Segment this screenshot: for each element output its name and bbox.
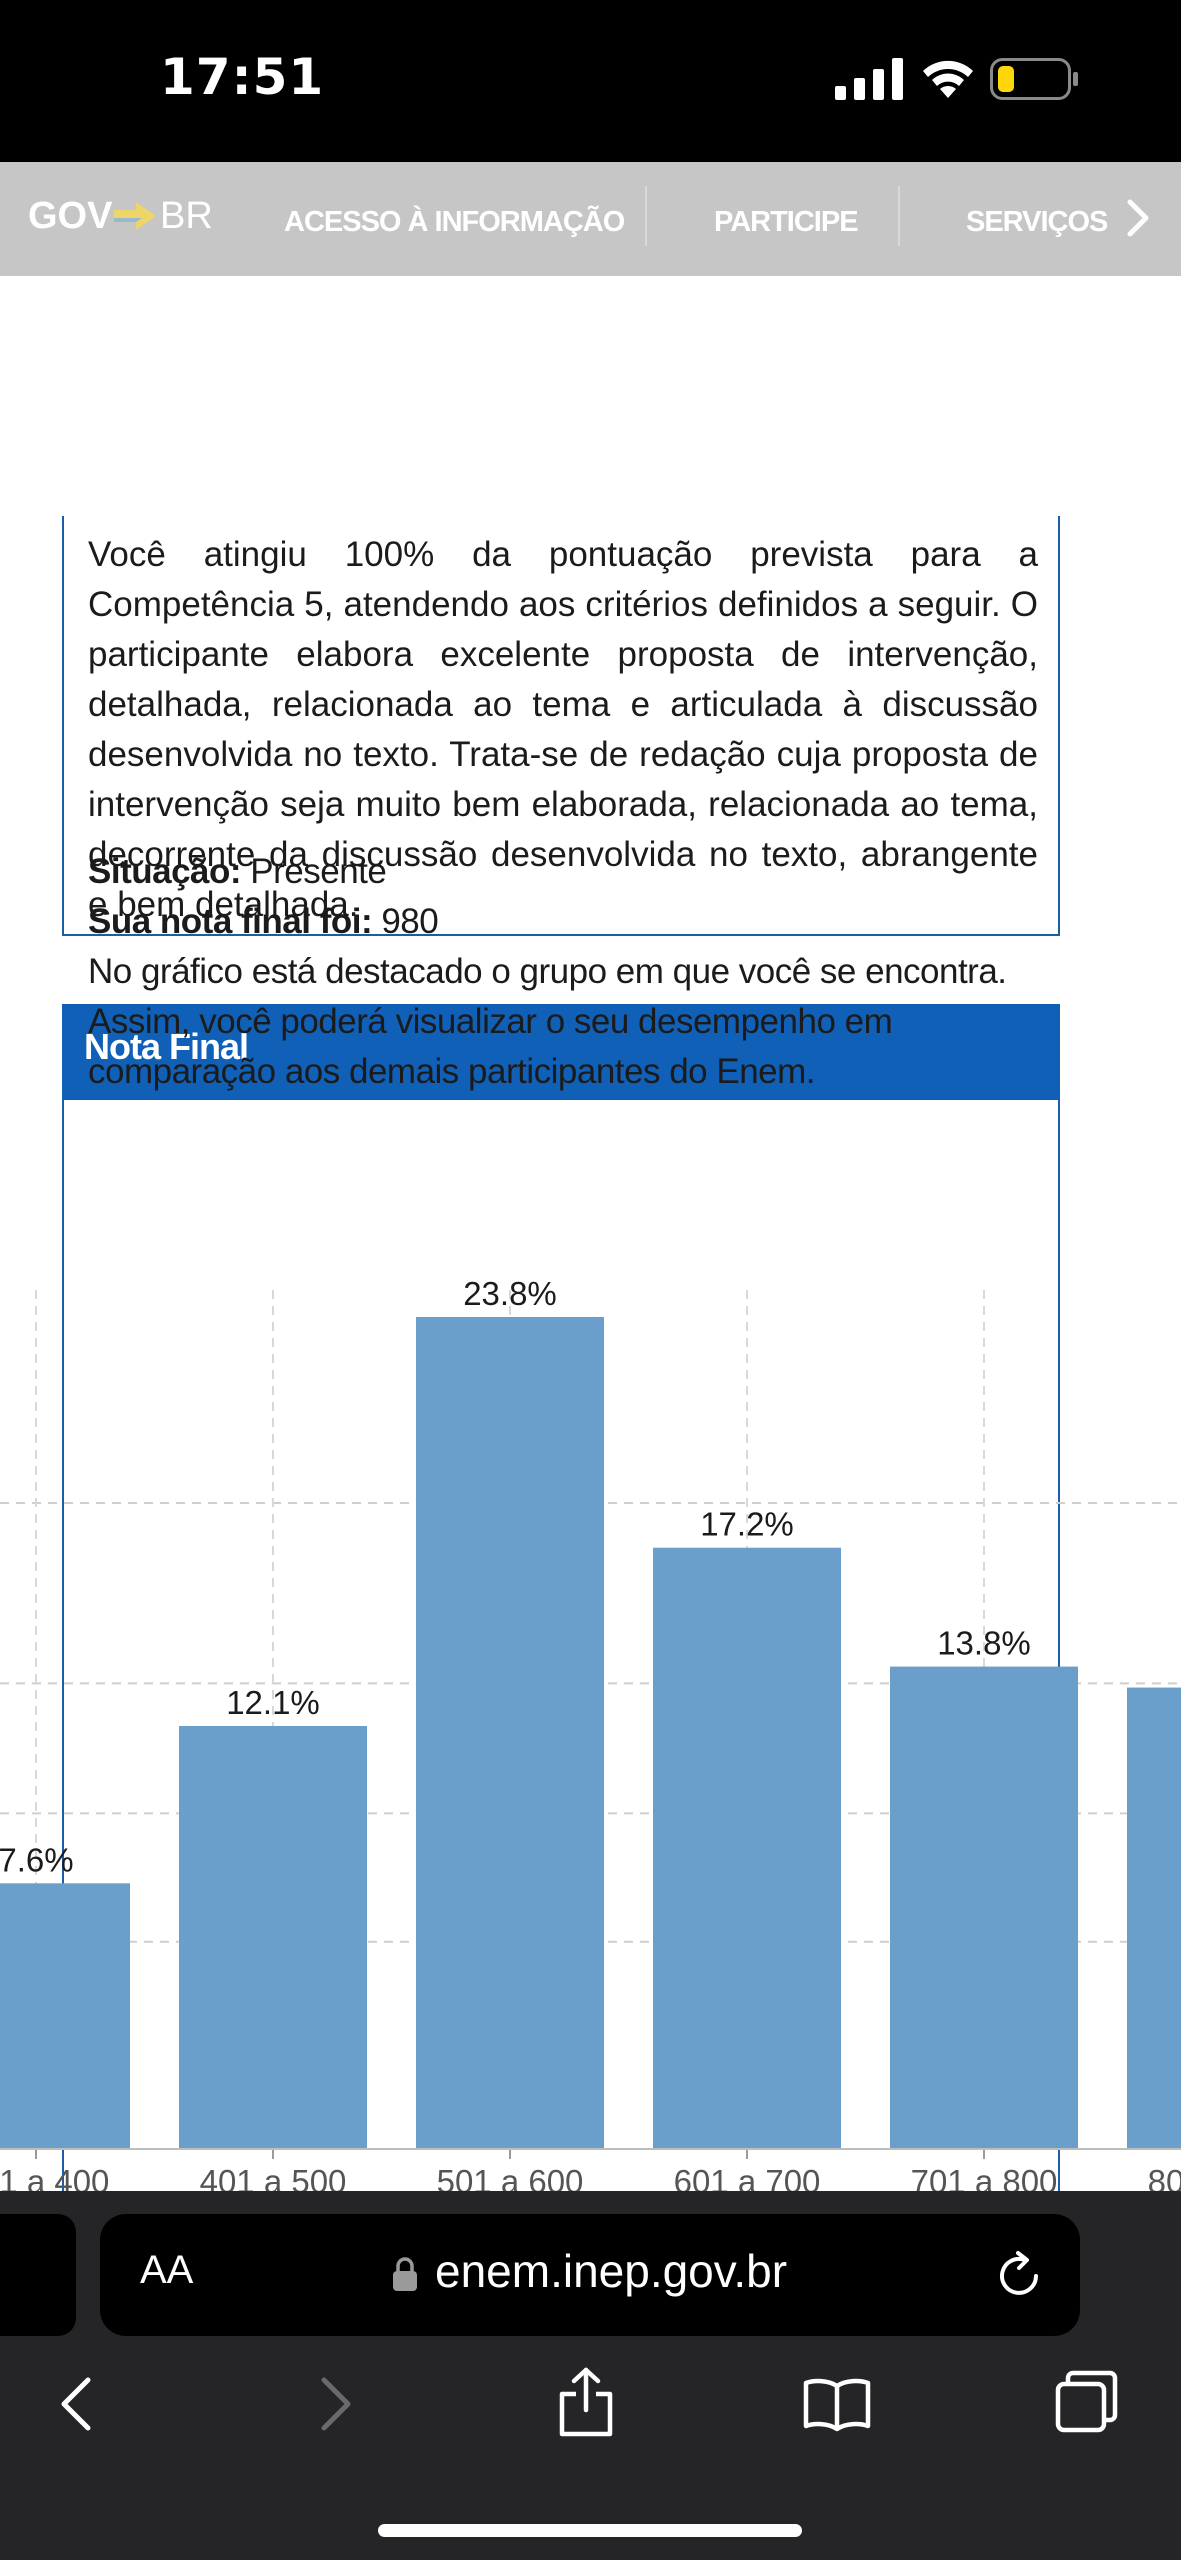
wifi-icon: [923, 60, 973, 98]
gov-logo[interactable]: GOV: [28, 195, 113, 237]
situacao-value: Presente: [250, 852, 387, 891]
nota-final-title: Nota Final: [84, 1026, 249, 1067]
back-icon[interactable]: [56, 2374, 96, 2434]
nav-divider: [645, 186, 647, 246]
gov-header: [0, 162, 1181, 276]
share-icon[interactable]: [556, 2366, 616, 2438]
bookmarks-icon[interactable]: [802, 2376, 872, 2432]
nota-value: 980: [381, 902, 439, 941]
address-bar[interactable]: [100, 2214, 1080, 2336]
bar-value-label: 13.8%: [937, 1625, 1031, 1662]
status-time: 17:51: [160, 48, 325, 106]
situacao-line: Situação: Presente: [88, 847, 387, 897]
nota-label: Sua nota final foi:: [88, 902, 373, 941]
bar-value-label: 23.8%: [463, 1275, 557, 1312]
status-bar: [0, 0, 1181, 162]
bar-value-label: 7.6%: [0, 1841, 74, 1878]
bar-value-label: 12.1%: [226, 1684, 320, 1721]
nav-divider: [898, 186, 900, 246]
nota-description: No gráfico está destacado o grupo em que…: [88, 952, 1007, 1091]
battery-icon: [990, 58, 1078, 100]
x-tick-label: 501 a 600: [437, 2163, 584, 2191]
nav-acesso-informacao[interactable]: ACESSO À INFORMAÇÃO: [284, 206, 625, 238]
x-tick-label: 801 a 900: [1148, 2163, 1181, 2191]
score-distribution-chart: 7.6% 301 a 400 12.1% 401 a 500 23.8% 501 a 60…: [0, 1275, 1181, 2191]
x-tick-label: 701 a 800: [911, 2163, 1058, 2191]
tabs-icon[interactable]: [1054, 2370, 1120, 2436]
competencia-5-text: Você atingiu 100% da pontuação prevista …: [88, 535, 1038, 924]
signal-icon: [835, 58, 903, 100]
situacao-label: Situação:: [88, 852, 242, 891]
nav-participe[interactable]: PARTICIPE: [714, 206, 859, 238]
forward-icon[interactable]: [316, 2374, 356, 2434]
reload-icon[interactable]: [996, 2250, 1044, 2300]
chart-bar: [653, 1547, 841, 2149]
chart-bar: [179, 1726, 367, 2149]
x-tick-label: 601 a 700: [674, 2163, 821, 2191]
chart-bar: [1127, 1687, 1181, 2149]
nota-final-header: [62, 1004, 1060, 1100]
x-tick-label: 301 a 400: [0, 2163, 109, 2191]
url-text[interactable]: enem.inep.gov.br: [435, 2245, 788, 2297]
x-tick-label: 401 a 500: [200, 2163, 347, 2191]
gov-logo-br: BR: [160, 195, 213, 237]
nota-line: Sua nota final foi: 980: [88, 897, 439, 947]
nav-servicos[interactable]: SERVIÇOS: [966, 206, 1108, 238]
home-indicator: [378, 2524, 802, 2537]
previous-tab-preview[interactable]: [0, 2214, 76, 2336]
chart-bar: [890, 1666, 1078, 2149]
reader-options-button[interactable]: AA: [140, 2248, 194, 2292]
chart-bar: [416, 1317, 604, 2149]
bar-value-label: 17.2%: [700, 1506, 794, 1543]
chevron-right-icon[interactable]: [1124, 198, 1152, 238]
chart-bar: [0, 1883, 130, 2149]
gov-logo-arrow-icon: [114, 202, 156, 230]
competencia-5-card: [62, 516, 1060, 936]
lock-icon: [393, 2257, 417, 2291]
